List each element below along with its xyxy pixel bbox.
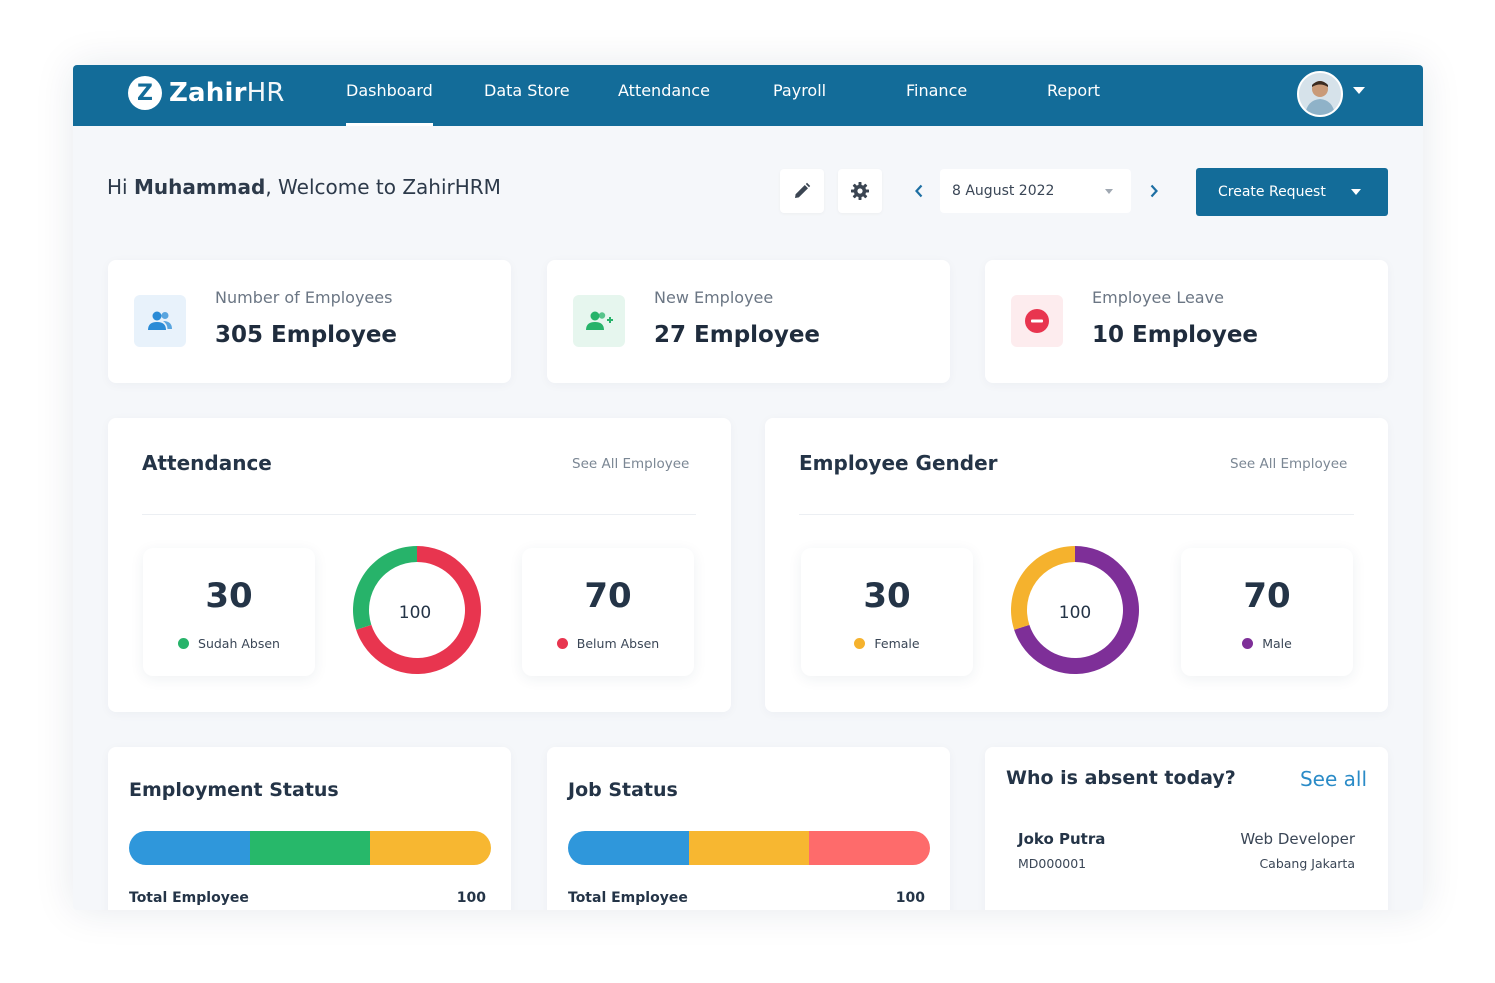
employee-name: Joko Putra xyxy=(1018,830,1106,848)
total-employee-label: Total Employee xyxy=(129,890,249,906)
pencil-icon xyxy=(795,182,811,198)
stat-value: 27 Employee xyxy=(654,322,821,348)
users-icon xyxy=(134,295,186,347)
settings-button[interactable] xyxy=(838,169,882,213)
legend-dot xyxy=(854,638,866,649)
logo-text: ZahirHR xyxy=(169,78,285,108)
donut-segment-left xyxy=(1011,546,1075,630)
male-count: 70 xyxy=(1243,576,1291,616)
stat-label: New Employee xyxy=(654,288,774,307)
nav-data-store[interactable]: Data Store xyxy=(484,81,570,100)
stat-card-new-employee: New Employee 27 Employee xyxy=(547,260,950,383)
stat-card-employee-leave: Employee Leave 10 Employee xyxy=(985,260,1388,383)
create-request-label: Create Request xyxy=(1218,184,1326,200)
legend-absent: Belum Absen xyxy=(522,636,694,651)
donut-segment-left xyxy=(353,546,417,630)
attendance-panel: Attendance See All Employee 30 Sudah Abs… xyxy=(108,418,731,712)
see-all-employee-link[interactable]: See All Employee xyxy=(572,456,690,472)
bar-segment xyxy=(809,831,930,865)
logo-badge: Z xyxy=(128,76,162,110)
present-count: 30 xyxy=(205,576,253,616)
employee-role: Web Developer xyxy=(1240,830,1355,848)
job-status-card: Job Status Total Employee 100 xyxy=(547,747,950,910)
absent-today-card: Who is absent today? See all Joko Putra … xyxy=(985,747,1388,910)
gender-female-card: 30 Female xyxy=(801,548,973,676)
stat-label: Number of Employees xyxy=(215,288,393,307)
prev-date-button[interactable] xyxy=(902,169,936,213)
nav-finance[interactable]: Finance xyxy=(906,81,968,100)
attendance-present-card: 30 Sudah Absen xyxy=(143,548,315,676)
panel-title: Attendance xyxy=(142,451,272,475)
attendance-donut-chart: 100 xyxy=(353,546,481,674)
bar-segment xyxy=(688,831,810,865)
legend-present: Sudah Absen xyxy=(143,636,315,651)
nav-payroll[interactable]: Payroll xyxy=(773,81,827,100)
employee-id: MD000001 xyxy=(1018,856,1087,871)
donut-total-label: 100 xyxy=(399,603,431,623)
welcome-greeting: Hi Muhammad, Welcome to ZahirHRM xyxy=(107,175,501,199)
job-status-bar xyxy=(568,831,930,865)
next-date-button[interactable] xyxy=(1137,169,1171,213)
nav-attendance[interactable]: Attendance xyxy=(618,81,710,100)
absent-count: 70 xyxy=(584,576,632,616)
bar-segment xyxy=(568,831,689,865)
total-employee-label: Total Employee xyxy=(568,890,688,906)
see-all-link[interactable]: See all xyxy=(1299,767,1367,791)
gender-male-card: 70 Male xyxy=(1181,548,1353,676)
bar-segment xyxy=(370,831,491,865)
stat-value: 10 Employee xyxy=(1092,322,1259,348)
card-title: Employment Status xyxy=(129,779,339,801)
card-title: Who is absent today? xyxy=(1006,767,1236,789)
legend-dot xyxy=(556,638,568,649)
chevron-left-icon xyxy=(915,184,923,198)
stat-label: Employee Leave xyxy=(1092,288,1224,307)
stat-card-employees: Number of Employees 305 Employee xyxy=(108,260,511,383)
edit-button[interactable] xyxy=(780,169,824,213)
legend-male: Male xyxy=(1181,636,1353,651)
female-count: 30 xyxy=(863,576,911,616)
nav-dashboard[interactable]: Dashboard xyxy=(346,65,433,126)
attendance-absent-card: 70 Belum Absen xyxy=(522,548,694,676)
panel-title: Employee Gender xyxy=(799,451,998,475)
create-request-button[interactable]: Create Request xyxy=(1196,168,1388,216)
legend-female: Female xyxy=(801,636,973,651)
total-employee-value: 100 xyxy=(456,890,486,906)
employment-status-card: Employment Status Total Employee 100 xyxy=(108,747,511,910)
gender-donut-chart: 100 xyxy=(1011,546,1139,674)
caret-down-icon xyxy=(1351,189,1361,195)
gear-icon xyxy=(851,182,869,200)
stat-value: 305 Employee xyxy=(215,322,398,348)
caret-down-icon xyxy=(1105,188,1113,194)
total-employee-value: 100 xyxy=(895,890,925,906)
employee-location: Cabang Jakarta xyxy=(1259,856,1355,871)
chevron-right-icon xyxy=(1150,184,1158,198)
app-window: Z ZahirHR Dashboard Data Store Attendanc… xyxy=(73,65,1423,910)
date-value: 8 August 2022 xyxy=(952,183,1055,199)
user-plus-icon xyxy=(573,295,625,347)
logo[interactable]: Z ZahirHR xyxy=(128,76,285,110)
bar-segment xyxy=(129,831,250,865)
donut-total-label: 100 xyxy=(1059,603,1091,623)
legend-dot xyxy=(1242,638,1254,649)
gender-panel: Employee Gender See All Employee 30 Fema… xyxy=(765,418,1388,712)
bar-segment xyxy=(249,831,371,865)
see-all-employee-link[interactable]: See All Employee xyxy=(1230,456,1348,472)
legend-dot xyxy=(178,638,190,649)
top-nav: Z ZahirHR Dashboard Data Store Attendanc… xyxy=(73,65,1423,126)
chevron-down-icon[interactable] xyxy=(1353,87,1365,94)
divider xyxy=(799,514,1354,515)
card-title: Job Status xyxy=(568,779,678,801)
date-select[interactable]: 8 August 2022 xyxy=(940,169,1131,213)
nav-report[interactable]: Report xyxy=(1047,81,1101,100)
divider xyxy=(142,514,696,515)
employment-status-bar xyxy=(129,831,491,865)
minus-circle-icon xyxy=(1011,295,1063,347)
user-avatar[interactable] xyxy=(1297,71,1343,117)
